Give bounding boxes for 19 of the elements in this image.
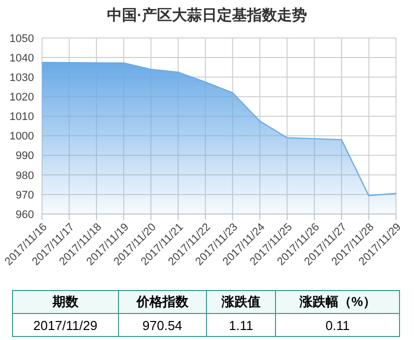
text: 970.54 — [118, 314, 206, 336]
y-tick-label: 1040 — [10, 52, 34, 64]
text: 价格指数 — [118, 290, 206, 314]
text: 1.11 — [206, 314, 276, 336]
chart-title: 中国·产区大蒜日定基指数走势 — [106, 6, 308, 25]
text: 期数 — [12, 290, 118, 314]
y-tick-label: 1020 — [10, 92, 34, 104]
text: 0.11 — [276, 314, 400, 336]
y-tick-label: 1000 — [10, 130, 34, 143]
text: 2017/11/29 — [12, 314, 118, 336]
y-tick-label: 1010 — [10, 111, 34, 124]
y-tick-label: 960 — [16, 208, 34, 221]
y-tick-label: 970 — [16, 189, 34, 202]
y-tick-label: 990 — [16, 150, 34, 162]
y-tick-label: 1050 — [10, 32, 34, 45]
text: 涨跌幅（%） — [276, 290, 400, 314]
y-tick-label: 1030 — [10, 72, 34, 84]
text: 涨跌值 — [206, 290, 276, 314]
y-tick-label: 980 — [16, 170, 34, 182]
